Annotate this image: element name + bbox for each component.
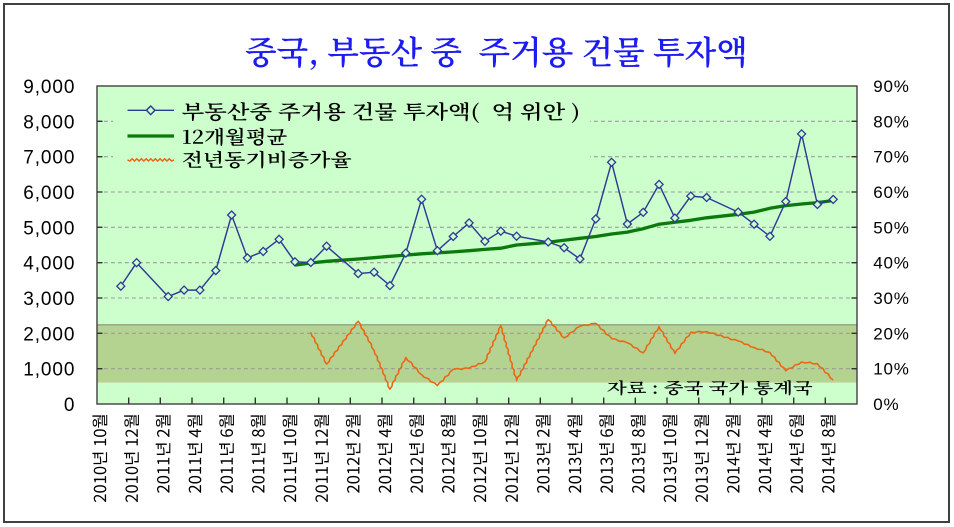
svg-text:70%: 70% (873, 148, 909, 167)
svg-text:90%: 90% (873, 77, 909, 96)
svg-text:30%: 30% (873, 289, 909, 308)
svg-text:0%: 0% (873, 395, 899, 414)
svg-text:0: 0 (64, 395, 75, 416)
svg-text:7,000: 7,000 (23, 148, 75, 169)
svg-text:60%: 60% (873, 183, 909, 202)
svg-text:1,000: 1,000 (23, 360, 75, 381)
svg-text:80%: 80% (873, 112, 909, 131)
svg-text:40%: 40% (873, 254, 909, 273)
svg-text:3,000: 3,000 (23, 289, 75, 310)
svg-text:2,000: 2,000 (23, 324, 75, 345)
svg-text:20%: 20% (873, 324, 909, 343)
svg-text:10%: 10% (873, 360, 909, 379)
svg-text:9,000: 9,000 (23, 77, 75, 98)
svg-text:50%: 50% (873, 218, 909, 237)
svg-text:8,000: 8,000 (23, 112, 75, 133)
svg-text:5,000: 5,000 (23, 218, 75, 239)
svg-text:6,000: 6,000 (23, 183, 75, 204)
svg-text:4,000: 4,000 (23, 254, 75, 275)
